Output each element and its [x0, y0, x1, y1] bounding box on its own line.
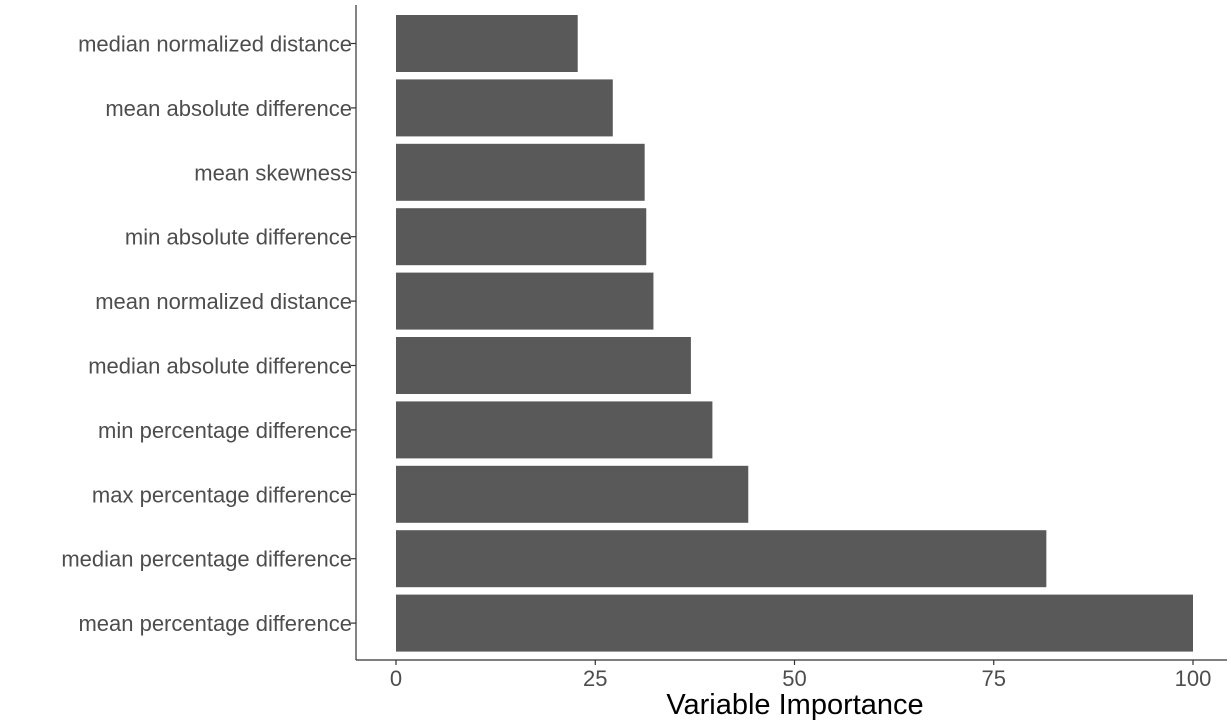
category-label: mean normalized distance — [95, 289, 352, 314]
bar-median-normalized-distance — [396, 15, 578, 72]
bar-mean-normalized-distance — [396, 272, 654, 330]
category-label: max percentage difference — [92, 482, 352, 507]
category-label: mean percentage difference — [78, 611, 352, 636]
category-label: median normalized distance — [78, 32, 352, 57]
bar-min-absolute-difference — [396, 208, 647, 266]
bar-median-percentage-difference — [396, 530, 1047, 588]
category-label: mean skewness — [194, 160, 352, 185]
bars-layer — [396, 15, 1193, 652]
x-tick-label: 0 — [390, 666, 402, 691]
bar-max-percentage-difference — [396, 465, 749, 523]
category-label: min absolute difference — [125, 225, 352, 250]
x-axis-ticks: 0 25 50 75 100 — [390, 660, 1211, 691]
x-tick-label: 50 — [782, 666, 806, 691]
category-label: median percentage difference — [61, 547, 352, 572]
axes-layer — [351, 5, 1227, 661]
bar-min-percentage-difference — [396, 401, 713, 459]
x-tick-label: 75 — [982, 666, 1006, 691]
x-axis-title: Variable Importance — [666, 689, 923, 720]
bar-median-absolute-difference — [396, 337, 691, 394]
category-labels: median normalized distance mean absolute … — [61, 32, 352, 637]
category-label: median absolute difference — [88, 354, 352, 379]
category-label: min percentage difference — [98, 418, 352, 443]
bar-mean-percentage-difference — [396, 594, 1193, 652]
category-label: mean absolute difference — [105, 96, 352, 121]
bar-mean-skewness — [396, 143, 645, 201]
x-tick-label: 25 — [583, 666, 607, 691]
bar-mean-absolute-difference — [396, 79, 613, 137]
x-tick-label: 100 — [1175, 666, 1212, 691]
